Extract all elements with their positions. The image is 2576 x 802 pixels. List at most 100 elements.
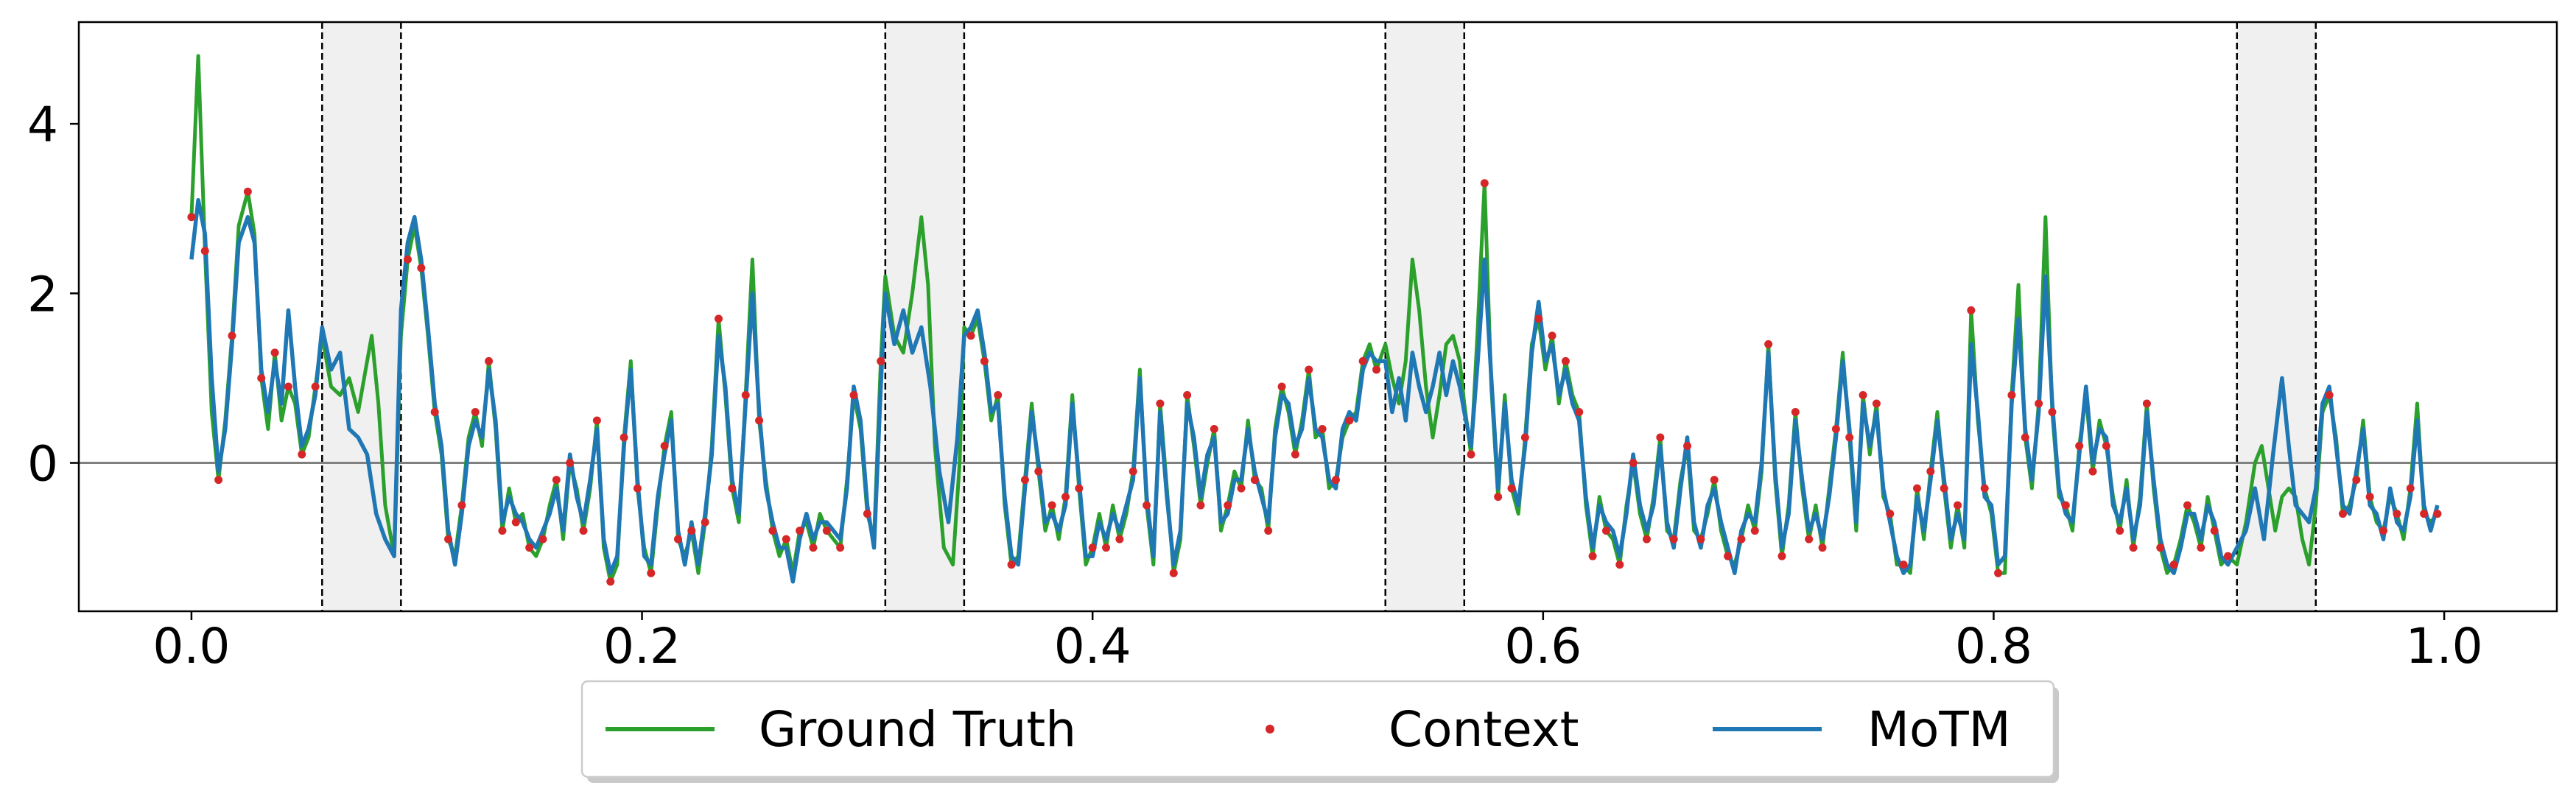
series-line-ground-truth — [189, 54, 2439, 584]
plot-frame — [77, 21, 2558, 613]
context-point — [2197, 544, 2205, 552]
context-point — [2379, 527, 2388, 535]
context-points — [187, 179, 2442, 586]
context-point — [2129, 544, 2138, 552]
context-point — [2210, 527, 2219, 535]
legend-ground-truth-label: Ground Truth — [759, 701, 1076, 758]
context-point — [1940, 484, 1948, 493]
context-point — [2393, 510, 2401, 518]
context-point — [877, 356, 885, 365]
context-point — [1615, 560, 1624, 569]
context-point — [2365, 493, 2374, 502]
context-point — [1683, 442, 1692, 451]
context-point — [1156, 399, 1165, 408]
context-point — [1007, 560, 1016, 569]
masked-interval-borders — [321, 22, 2317, 611]
context-point — [471, 407, 480, 416]
context-point — [1777, 552, 1786, 560]
context-point — [1061, 493, 1070, 502]
context-point — [1047, 501, 1056, 510]
context-point — [822, 527, 831, 535]
context-point — [796, 527, 804, 535]
context-point — [1710, 476, 1719, 485]
context-point — [687, 527, 696, 535]
context-point — [647, 569, 656, 577]
context-point — [1467, 450, 1475, 459]
context-point — [2325, 390, 2334, 399]
context-point — [1601, 527, 1610, 535]
context-point — [1264, 527, 1273, 535]
context-point — [673, 535, 682, 544]
context-point — [606, 577, 615, 586]
context-point — [298, 450, 306, 459]
context-point — [2142, 399, 2151, 408]
context-point — [1034, 467, 1043, 476]
context-point — [980, 356, 989, 365]
x-tick-label: 0.6 — [1504, 618, 1582, 675]
context-point — [1143, 501, 1151, 510]
context-point — [228, 331, 236, 340]
context-point — [1250, 476, 1259, 485]
y-tick-label: 0 — [27, 436, 58, 493]
context-point — [1520, 433, 1529, 442]
context-point — [1818, 544, 1827, 552]
context-point — [1764, 340, 1773, 348]
context-point — [2061, 501, 2070, 510]
context-point — [1507, 484, 1516, 493]
context-point — [579, 527, 588, 535]
x-axis: 0.0 0.2 0.4 0.6 0.8 1.0 — [152, 611, 2483, 675]
context-point — [1859, 390, 1867, 399]
context-point — [994, 390, 1003, 399]
context-point — [592, 416, 601, 425]
context-point — [1791, 407, 1800, 416]
context-point — [620, 433, 628, 442]
context-point — [1075, 484, 1084, 493]
x-tick-label: 0.2 — [603, 618, 681, 675]
context-point — [1656, 433, 1665, 442]
context-point — [809, 544, 818, 552]
context-point — [1020, 476, 1029, 485]
context-point — [1169, 569, 1178, 577]
context-point — [1994, 569, 2003, 577]
context-point — [1534, 314, 1543, 323]
context-point — [1561, 356, 1570, 365]
context-point — [511, 518, 520, 527]
context-point — [2075, 442, 2084, 451]
context-point — [1926, 467, 1935, 476]
context-point — [2406, 484, 2415, 493]
context-point — [966, 331, 975, 340]
context-point — [2352, 476, 2361, 485]
context-point — [200, 247, 209, 256]
y-axis: 0 2 4 — [27, 96, 79, 493]
context-point — [849, 390, 858, 399]
context-point — [2224, 552, 2233, 560]
context-point — [2433, 510, 2442, 518]
context-point — [755, 416, 764, 425]
context-point — [715, 314, 723, 323]
context-point — [1494, 493, 1503, 502]
context-point — [863, 510, 871, 518]
context-point — [2183, 501, 2191, 510]
context-point — [1115, 535, 1124, 544]
context-point — [2088, 467, 2097, 476]
context-point — [701, 518, 709, 527]
context-point — [1224, 501, 1232, 510]
context-point — [1291, 450, 1299, 459]
context-point — [2338, 510, 2347, 518]
context-point — [444, 535, 453, 544]
context-point — [1277, 382, 1286, 391]
context-point — [782, 535, 790, 544]
context-point — [1642, 535, 1651, 544]
context-point — [214, 476, 223, 485]
y-tick-label: 4 — [27, 96, 58, 153]
context-point — [538, 535, 547, 544]
context-point — [1237, 484, 1246, 493]
context-point — [1372, 365, 1381, 374]
context-point — [1588, 552, 1597, 560]
context-point — [430, 407, 439, 416]
context-point — [1305, 365, 1313, 374]
context-point — [1845, 433, 1854, 442]
y-tick-label: 2 — [27, 266, 58, 323]
context-point — [457, 501, 466, 510]
